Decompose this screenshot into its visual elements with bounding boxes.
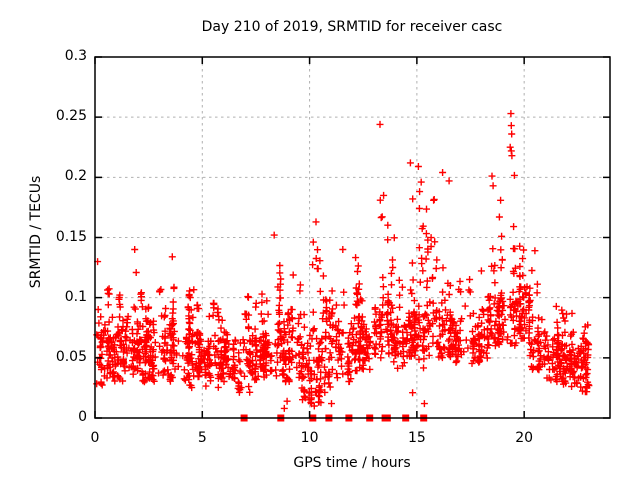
x-tick-label: 0 (90, 430, 100, 446)
axis-ticks (94, 56, 610, 419)
y-tick-label: 0.05 (55, 348, 87, 365)
y-tick-label: 0.15 (55, 228, 87, 245)
x-axis-label: GPS time / hours (293, 455, 411, 471)
y-tick-label: 0.1 (64, 288, 87, 305)
x-tick-label: 20 (515, 430, 534, 446)
y-tick-label: 0 (78, 409, 87, 425)
y-tick-label: 0.3 (64, 48, 87, 64)
x-tick-label: 5 (197, 430, 207, 446)
x-tick-label: 15 (407, 430, 426, 446)
y-tick-label: 0.25 (55, 108, 87, 125)
chart-title: Day 210 of 2019, SRMTID for receiver cas… (201, 19, 503, 35)
grid-lines (95, 57, 610, 418)
y-tick-label: 0.2 (64, 168, 87, 185)
x-tick-label: 10 (300, 430, 319, 446)
scatter-points (93, 110, 593, 412)
